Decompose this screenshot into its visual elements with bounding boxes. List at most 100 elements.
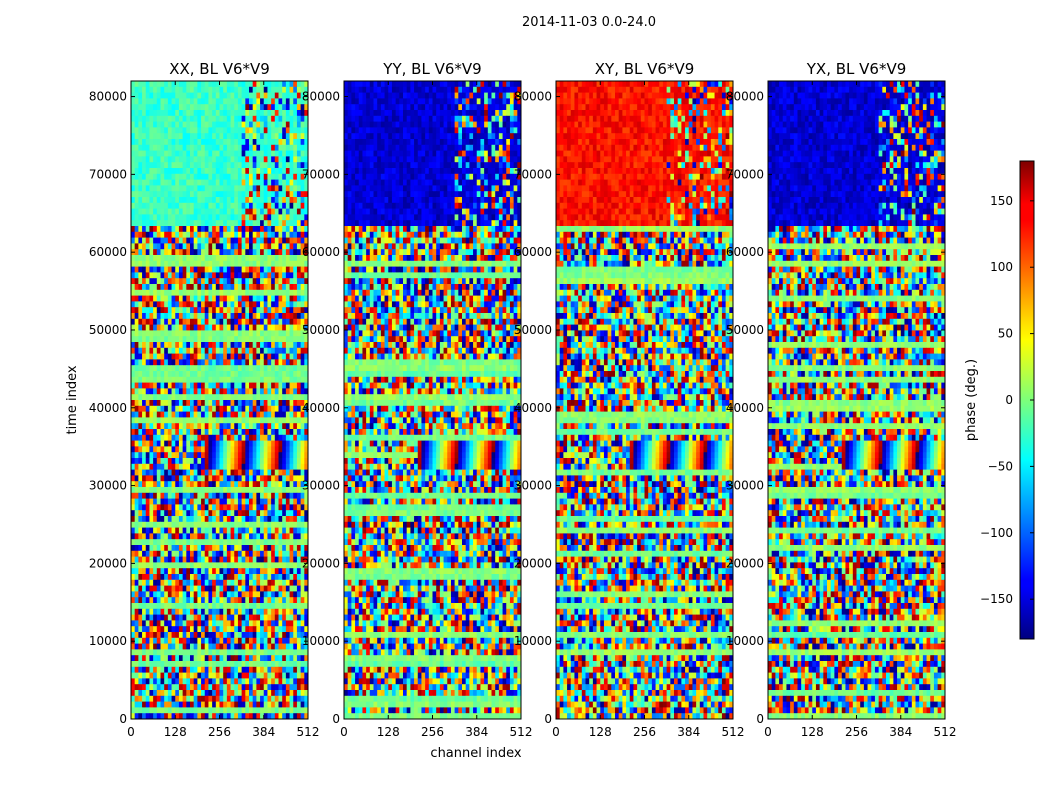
heatmap-cell bbox=[197, 574, 202, 581]
heatmap-cell bbox=[223, 510, 228, 517]
heatmap-cell bbox=[241, 411, 246, 418]
heatmap-cell bbox=[182, 208, 187, 215]
heatmap-cell bbox=[208, 127, 213, 134]
heatmap-cell bbox=[215, 672, 220, 679]
heatmap-cell bbox=[296, 121, 302, 128]
heatmap-cell bbox=[237, 458, 243, 465]
heatmap-cell bbox=[186, 649, 191, 656]
heatmap-cell bbox=[171, 243, 176, 250]
heatmap-cell bbox=[219, 260, 224, 267]
heatmap-cell bbox=[153, 562, 158, 569]
heatmap-cell bbox=[252, 226, 257, 233]
heatmap-cell bbox=[212, 533, 217, 540]
heatmap-cell bbox=[131, 469, 136, 476]
heatmap-cell bbox=[249, 463, 254, 470]
heatmap-cell bbox=[215, 643, 220, 650]
heatmap-cell bbox=[304, 388, 309, 395]
heatmap-cell bbox=[201, 504, 206, 511]
heatmap-cell bbox=[134, 481, 139, 488]
heatmap-cell bbox=[252, 446, 257, 453]
heatmap-cell bbox=[208, 226, 213, 233]
heatmap-cell bbox=[178, 533, 184, 540]
heatmap-cell bbox=[234, 585, 239, 592]
heatmap-cell bbox=[267, 115, 272, 122]
heatmap-cell bbox=[131, 603, 136, 610]
heatmap-cell bbox=[260, 661, 265, 668]
heatmap-cell bbox=[175, 417, 180, 424]
heatmap-cell bbox=[293, 324, 298, 331]
heatmap-cell bbox=[156, 121, 161, 128]
heatmap-cell bbox=[215, 313, 220, 320]
heatmap-cell bbox=[204, 643, 209, 650]
heatmap-cell bbox=[274, 469, 279, 476]
heatmap-cell bbox=[142, 197, 147, 204]
heatmap-cell bbox=[293, 504, 298, 511]
heatmap-cell bbox=[212, 81, 217, 88]
heatmap-cell bbox=[234, 562, 239, 569]
heatmap-cell bbox=[160, 608, 165, 615]
heatmap-cell bbox=[156, 434, 161, 441]
heatmap-cell bbox=[267, 365, 272, 372]
heatmap-cell bbox=[282, 226, 287, 233]
heatmap-cell bbox=[153, 550, 158, 557]
heatmap-cell bbox=[208, 417, 213, 424]
heatmap-cell bbox=[149, 110, 154, 117]
heatmap-cell bbox=[278, 539, 283, 546]
heatmap-cell bbox=[186, 487, 191, 494]
heatmap-cell bbox=[278, 330, 283, 337]
heatmap-cell bbox=[293, 672, 298, 679]
heatmap-cell bbox=[267, 400, 272, 407]
heatmap-cell bbox=[293, 330, 298, 337]
heatmap-cell bbox=[145, 394, 150, 401]
heatmap-cell bbox=[293, 185, 298, 192]
heatmap-cell bbox=[274, 591, 279, 598]
heatmap-cell bbox=[260, 400, 265, 407]
heatmap-cell bbox=[142, 144, 147, 151]
heatmap-cell bbox=[260, 574, 265, 581]
heatmap-cell bbox=[293, 614, 298, 621]
heatmap-cell bbox=[300, 411, 305, 418]
heatmap-cell bbox=[164, 150, 169, 157]
heatmap-cell bbox=[175, 359, 180, 366]
heatmap-cell bbox=[296, 661, 302, 668]
heatmap-cell bbox=[175, 260, 180, 267]
heatmap-cell bbox=[145, 214, 150, 221]
heatmap-cell bbox=[230, 405, 235, 412]
heatmap-cell bbox=[223, 301, 228, 308]
heatmap-cell bbox=[186, 388, 191, 395]
heatmap-cell bbox=[296, 353, 302, 360]
heatmap-cell bbox=[171, 353, 176, 360]
heatmap-cell bbox=[293, 313, 298, 320]
heatmap-cell bbox=[271, 487, 276, 494]
heatmap-cell bbox=[138, 620, 143, 627]
heatmap-cell bbox=[167, 620, 172, 627]
heatmap-cell bbox=[263, 394, 268, 401]
heatmap-cell bbox=[190, 313, 195, 320]
heatmap-cell bbox=[234, 307, 239, 314]
heatmap-cell bbox=[204, 173, 209, 180]
heatmap-cell bbox=[219, 168, 224, 175]
heatmap-cell bbox=[241, 626, 246, 633]
heatmap-cell bbox=[190, 185, 195, 192]
heatmap-cell bbox=[260, 284, 265, 291]
heatmap-cell bbox=[226, 156, 231, 163]
heatmap-cell bbox=[131, 585, 136, 592]
heatmap-cell bbox=[289, 498, 294, 505]
heatmap-cell bbox=[138, 597, 143, 604]
heatmap-cell bbox=[267, 220, 272, 227]
heatmap-cell bbox=[212, 266, 217, 273]
heatmap-cell bbox=[182, 266, 187, 273]
heatmap-cell bbox=[223, 179, 228, 186]
heatmap-cell bbox=[252, 115, 257, 122]
heatmap-cell bbox=[171, 249, 176, 256]
heatmap-cell bbox=[171, 533, 176, 540]
heatmap-cell bbox=[300, 110, 305, 117]
heatmap-cell bbox=[215, 394, 220, 401]
heatmap-cell bbox=[263, 574, 268, 581]
heatmap-cell bbox=[226, 504, 231, 511]
heatmap-cell bbox=[241, 382, 246, 389]
heatmap-cell bbox=[282, 313, 287, 320]
heatmap-cell bbox=[145, 289, 150, 296]
heatmap-cell bbox=[289, 539, 294, 546]
heatmap-cell bbox=[164, 655, 169, 662]
